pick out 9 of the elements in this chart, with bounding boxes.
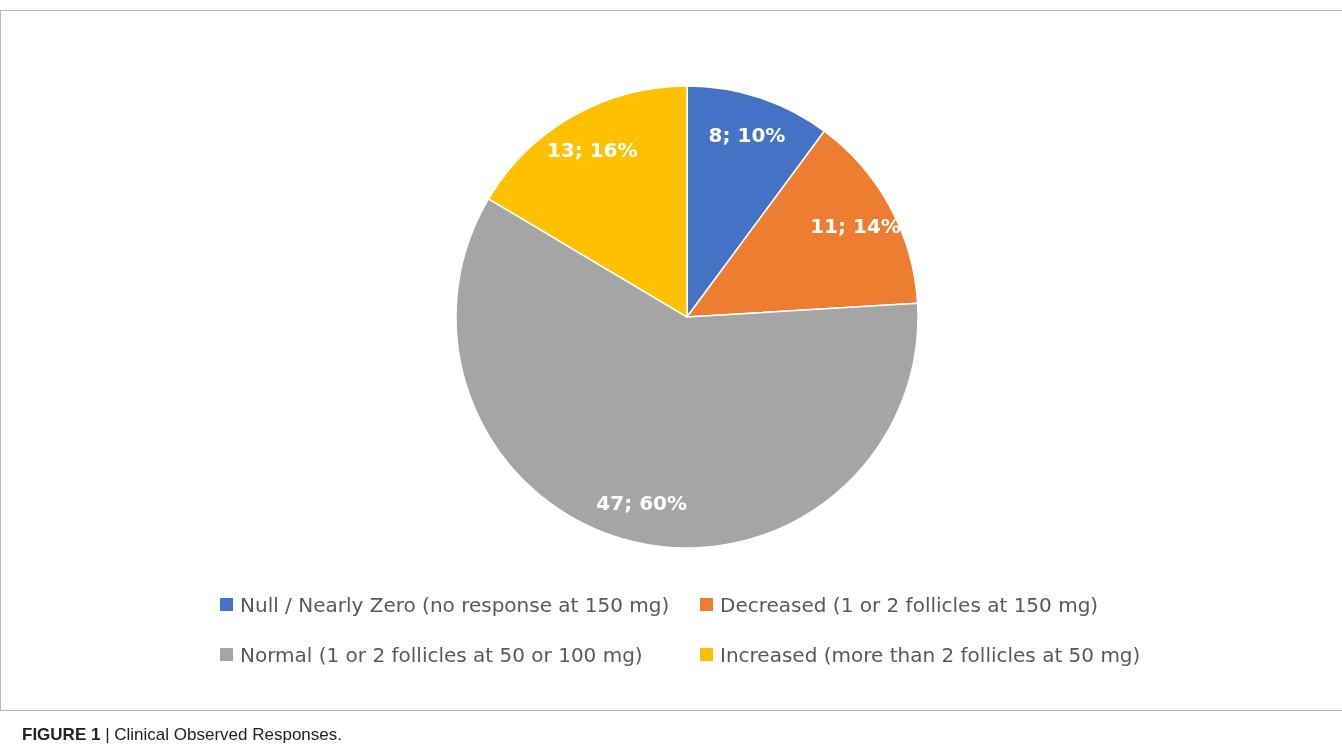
- data-label: 11; 14%: [810, 213, 901, 238]
- data-label: 8; 10%: [708, 122, 786, 147]
- data-label: 47; 60%: [596, 491, 688, 516]
- legend-label: Increased (more than 2 follicles at 50 mg): [720, 643, 1141, 667]
- legend-label: Decreased (1 or 2 follicles at 150 mg): [720, 593, 1099, 617]
- legend-label: Null / Nearly Zero (no response at 150 mg): [240, 593, 670, 617]
- data-label: 13; 16%: [546, 138, 638, 163]
- legend-label: Normal (1 or 2 follicles at 50 or 100 mg): [240, 643, 643, 667]
- caption: FIGURE 1 | Clinical Observed Responses.: [22, 725, 342, 744]
